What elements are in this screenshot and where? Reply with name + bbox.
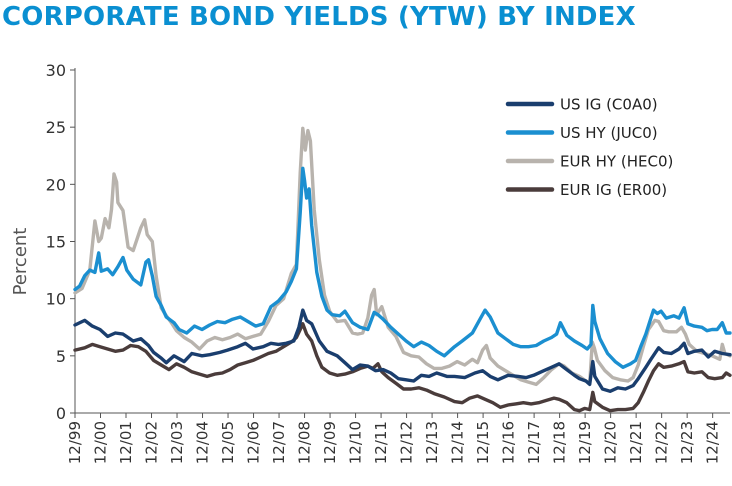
y-tick-label: 15: [46, 233, 66, 252]
x-tick-label: 12/21: [627, 421, 645, 464]
legend-label: US IG (C0A0): [560, 96, 658, 114]
x-tick-label: 12/25: [729, 421, 732, 464]
chart-axes: 0 5 10 15 20 25 30 Percent 12/99 12/00 12/01 12/02 1…: [10, 61, 732, 464]
y-tick-label: 25: [46, 118, 66, 137]
series-line-1: [73, 166, 732, 369]
x-tick-label: 12/04: [194, 421, 212, 464]
x-tick-label: 12/23: [678, 421, 696, 464]
x-tick-label: 12/12: [398, 421, 416, 464]
x-tick-label: 12/11: [372, 421, 390, 464]
x-tick-label: 12/17: [525, 421, 543, 464]
x-tick-label: 12/07: [270, 421, 288, 464]
y-tick-label: 0: [56, 404, 66, 423]
chart-title: CORPORATE BOND YIELDS (YTW) BY INDEX: [2, 2, 636, 32]
x-tick-label: 12/18: [551, 421, 569, 464]
series-line-0: [73, 308, 732, 393]
y-axis-label: Percent: [10, 228, 31, 296]
x-tick-label: 12/10: [347, 421, 365, 464]
x-tick-label: 12/01: [117, 421, 135, 464]
y-tick-label: 30: [46, 61, 66, 80]
x-tick-label: 12/05: [219, 421, 237, 464]
x-tick-label: 12/09: [321, 421, 339, 464]
y-tick-label: 10: [46, 290, 66, 309]
x-tick-label: 12/16: [500, 421, 518, 464]
x-tick-label: 12/19: [576, 421, 594, 464]
x-tick-label: 12/15: [474, 421, 492, 464]
x-tick-label: 12/14: [449, 421, 467, 464]
x-tick-label: 12/03: [168, 421, 186, 464]
y-tick-label: 5: [56, 347, 66, 366]
x-tick-label: 12/08: [296, 421, 314, 464]
y-tick-label: 20: [46, 175, 66, 194]
series-line-2: [73, 126, 732, 387]
x-tick-label: 12/24: [704, 421, 722, 464]
x-tick-label: 12/00: [92, 421, 110, 464]
x-tick-label: 12/99: [66, 421, 84, 464]
chart-legend: US IG (C0A0) US HY (JUC0) EUR HY (HEC0) EUR…: [505, 96, 673, 199]
x-tick-label: 12/02: [143, 421, 161, 464]
x-tick-label: 12/13: [423, 421, 441, 464]
series-line-3: [73, 322, 732, 413]
x-tick-label: 12/22: [653, 421, 671, 464]
legend-label: US HY (JUC0): [560, 124, 658, 142]
legend-label: EUR HY (HEC0): [560, 153, 673, 171]
x-tick-label: 12/06: [245, 421, 263, 464]
legend-label: EUR IG (ER00): [560, 181, 667, 199]
chart-series-group: [73, 126, 732, 413]
x-tick-label: 12/20: [602, 421, 620, 464]
